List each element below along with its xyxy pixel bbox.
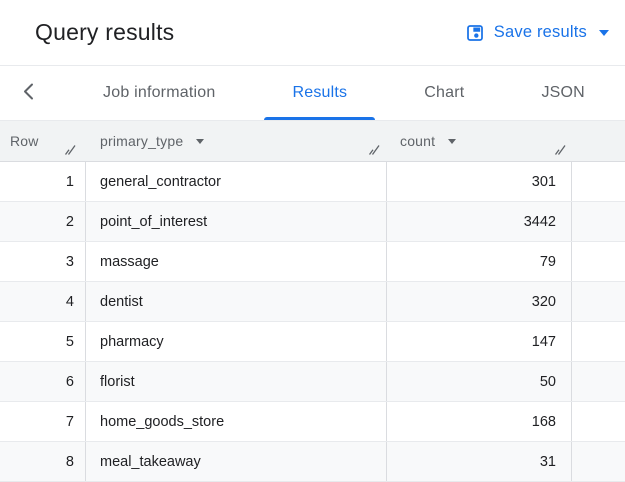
- save-results-button[interactable]: Save results: [461, 21, 613, 45]
- cell-primary-type: point_of_interest: [86, 202, 387, 241]
- cell-primary-type: home_goods_store: [86, 402, 387, 441]
- results-table-body: 1 general_contractor 301 2 point_of_inte…: [0, 162, 625, 482]
- cell-primary-type: general_contractor: [86, 162, 387, 201]
- column-menu-caret-icon[interactable]: [448, 138, 457, 144]
- table-row: 5 pharmacy 147: [0, 322, 625, 362]
- cell-primary-type: pharmacy: [86, 322, 387, 361]
- table-row: 4 dentist 320: [0, 282, 625, 322]
- tab-label: Job information: [103, 84, 216, 101]
- save-results-label: Save results: [493, 23, 587, 41]
- back-button[interactable]: [0, 66, 56, 120]
- cell-primary-type: massage: [86, 242, 387, 281]
- cell-primary-type: dentist: [86, 282, 387, 321]
- cell-count: 320: [387, 282, 572, 321]
- column-header-primary-type[interactable]: primary_type: [86, 121, 387, 161]
- column-resize-handle-icon[interactable]: [368, 143, 381, 159]
- cell-spacer: [572, 322, 625, 361]
- cell-count: 301: [387, 162, 572, 201]
- tab-chart[interactable]: Chart: [394, 66, 494, 120]
- tab-label: Chart: [424, 84, 465, 101]
- tab-results[interactable]: Results: [262, 66, 377, 120]
- cell-spacer: [572, 402, 625, 441]
- column-menu-caret-icon[interactable]: [196, 138, 205, 144]
- cell-row-number: 8: [0, 442, 86, 481]
- column-header-row: Row primary_type: [0, 121, 625, 162]
- cell-row-number: 5: [0, 322, 86, 361]
- results-table: Row primary_type: [0, 121, 625, 482]
- cell-spacer: [572, 162, 625, 201]
- tab-label: Results: [292, 84, 348, 101]
- cell-count: 31: [387, 442, 572, 481]
- chevron-left-icon: [23, 83, 34, 103]
- tab-job-information[interactable]: Job information: [73, 66, 245, 120]
- cell-count: 50: [387, 362, 572, 401]
- column-header-spacer: [572, 121, 625, 161]
- cell-count: 3442: [387, 202, 572, 241]
- results-tabbar: Job information Results Chart JSON: [0, 66, 625, 121]
- column-header-count[interactable]: count: [387, 121, 572, 161]
- cell-primary-type: florist: [86, 362, 387, 401]
- table-row: 7 home_goods_store 168: [0, 402, 625, 442]
- column-resize-handle-icon[interactable]: [554, 143, 567, 159]
- cell-count: 168: [387, 402, 572, 441]
- cell-row-number: 7: [0, 402, 86, 441]
- tab-label: JSON: [541, 84, 585, 101]
- cell-row-number: 1: [0, 162, 86, 201]
- table-row: 2 point_of_interest 3442: [0, 202, 625, 242]
- column-header-row-number: Row: [0, 121, 86, 161]
- cell-count: 79: [387, 242, 572, 281]
- column-label: Row: [10, 133, 39, 149]
- page-title: Query results: [35, 19, 175, 45]
- save-icon: [465, 23, 485, 43]
- chevron-down-icon: [599, 29, 609, 36]
- cell-spacer: [572, 242, 625, 281]
- titlebar: Query results Save results: [0, 0, 625, 66]
- table-row: 8 meal_takeaway 31: [0, 442, 625, 482]
- column-label: count: [400, 133, 436, 149]
- table-row: 3 massage 79: [0, 242, 625, 282]
- cell-spacer: [572, 442, 625, 481]
- cell-row-number: 6: [0, 362, 86, 401]
- cell-row-number: 2: [0, 202, 86, 241]
- column-label: primary_type: [100, 133, 184, 149]
- cell-spacer: [572, 362, 625, 401]
- cell-row-number: 3: [0, 242, 86, 281]
- tab-json[interactable]: JSON: [511, 66, 614, 120]
- table-row: 6 florist 50: [0, 362, 625, 402]
- cell-primary-type: meal_takeaway: [86, 442, 387, 481]
- table-row: 1 general_contractor 301: [0, 162, 625, 202]
- column-resize-handle-icon[interactable]: [64, 143, 77, 159]
- cell-row-number: 4: [0, 282, 86, 321]
- cell-count: 147: [387, 322, 572, 361]
- cell-spacer: [572, 202, 625, 241]
- cell-spacer: [572, 282, 625, 321]
